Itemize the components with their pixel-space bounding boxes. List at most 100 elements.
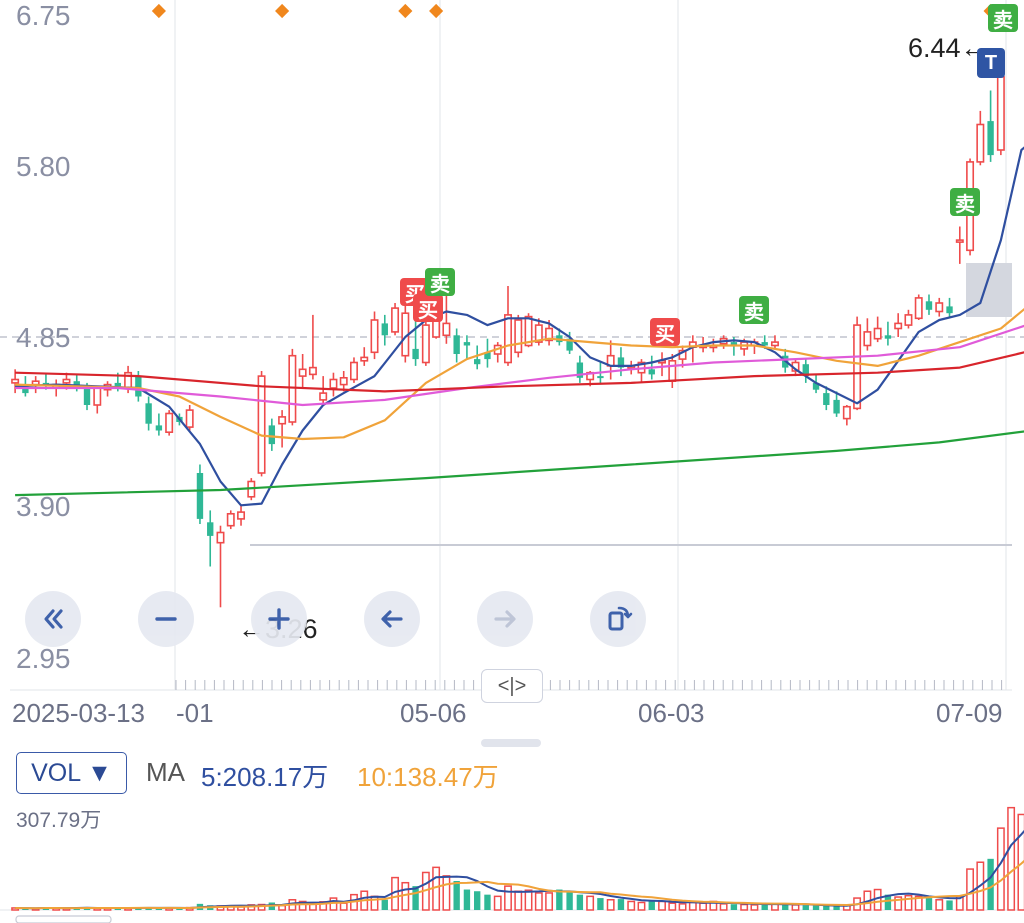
candle-body xyxy=(278,416,287,425)
double-chevron-left-icon xyxy=(44,609,63,629)
candle-body xyxy=(237,511,246,520)
candle-body xyxy=(463,342,471,346)
candle-body xyxy=(11,378,20,384)
volume-bar xyxy=(442,875,451,911)
candle-body xyxy=(863,331,872,347)
candle-body xyxy=(226,512,235,527)
volume-bar xyxy=(904,894,913,911)
high-price-annotation: 6.44← xyxy=(908,33,988,63)
candle-body xyxy=(339,376,348,386)
sell-signal-flag[interactable]: 卖 xyxy=(739,296,769,324)
volume-bar xyxy=(884,894,892,910)
volume-bar xyxy=(339,902,348,911)
volume-ma5-value: 5:208.17万 xyxy=(201,762,329,792)
candle-body xyxy=(288,354,297,423)
volume-bar xyxy=(740,903,749,911)
candle-body xyxy=(484,352,491,360)
candle-body xyxy=(474,359,481,365)
arrow-left-icon xyxy=(381,610,403,628)
candle-body xyxy=(576,362,584,378)
next-indicator-tab xyxy=(15,915,112,923)
candle-body xyxy=(308,366,317,376)
volume-bar xyxy=(648,900,655,910)
volume-bar xyxy=(914,895,923,911)
candle-body xyxy=(329,378,338,389)
volume-bar xyxy=(1017,813,1024,911)
buy-signal-flag[interactable]: 买 xyxy=(413,294,443,322)
rotate-screen-button[interactable] xyxy=(590,591,646,647)
candle-body xyxy=(987,121,994,156)
forward-button[interactable] xyxy=(477,591,533,647)
candle-body xyxy=(257,375,266,474)
candle-body xyxy=(504,314,512,364)
candle-body xyxy=(155,425,163,431)
t-marker-flag[interactable]: T xyxy=(977,48,1005,78)
volume-ma-line xyxy=(15,859,1024,910)
x-tick-label: 07-09 xyxy=(936,698,1003,728)
candle-body xyxy=(93,387,102,406)
volume-bar xyxy=(946,900,953,910)
plus-icon xyxy=(268,608,290,630)
volume-bar xyxy=(514,890,523,911)
y-tick-label: 6.75 xyxy=(16,0,71,31)
arrow-right-icon xyxy=(494,610,516,628)
volume-bar xyxy=(22,908,29,910)
volume-bar xyxy=(504,885,512,911)
scroll-handle[interactable]: <|> xyxy=(481,669,543,703)
sell-signal-flag[interactable]: 卖 xyxy=(425,268,455,296)
candle-body xyxy=(165,412,174,434)
volume-ma10-value: 10:138.47万 xyxy=(357,762,499,792)
volume-bar xyxy=(688,901,697,911)
candle-body xyxy=(442,322,451,337)
volume-bar xyxy=(453,881,460,910)
y-tick-label: 3.90 xyxy=(16,491,71,522)
candle-body xyxy=(935,302,944,313)
volume-bar xyxy=(597,898,604,910)
volume-bar xyxy=(668,902,677,911)
zoom-in-button[interactable] xyxy=(251,591,307,647)
candle-body xyxy=(114,382,121,387)
sell-signal-flag[interactable]: 卖 xyxy=(950,188,980,216)
y-tick-label: 5.80 xyxy=(16,151,71,182)
back-button[interactable] xyxy=(364,591,420,647)
candle-body xyxy=(955,239,964,243)
candle-body xyxy=(83,388,91,405)
buy-signal-flag[interactable]: 买 xyxy=(650,318,680,346)
candle-body xyxy=(823,393,830,405)
volume-bar xyxy=(812,905,820,910)
candle-body xyxy=(648,369,655,375)
y-tick-label: 4.85 xyxy=(16,322,71,353)
candle-body xyxy=(770,341,779,347)
candle-body xyxy=(566,338,573,351)
volume-bar xyxy=(463,889,471,910)
candle-body xyxy=(545,327,554,342)
volume-bar xyxy=(474,891,481,910)
sell-signal-flag[interactable]: 卖 xyxy=(988,4,1018,32)
candle-body xyxy=(842,405,851,420)
volume-bar xyxy=(996,827,1005,911)
volume-bar xyxy=(833,906,840,910)
moving-average-line xyxy=(15,307,1024,441)
volume-bar xyxy=(761,903,768,910)
volume-bar xyxy=(935,899,944,911)
volume-bar xyxy=(534,892,543,911)
rewind-button[interactable] xyxy=(25,591,81,647)
volume-bar xyxy=(1007,806,1016,911)
volume-bar xyxy=(987,858,994,910)
candle-body xyxy=(976,123,985,163)
indicator-selector[interactable]: VOL ▼ xyxy=(16,752,127,794)
candle-body xyxy=(268,425,276,445)
volume-bar xyxy=(257,903,266,911)
event-marker xyxy=(275,3,290,19)
moving-average-line xyxy=(15,146,1024,507)
candle-body xyxy=(135,376,142,397)
event-marker xyxy=(429,3,444,19)
candle-body xyxy=(216,531,225,544)
candle-body xyxy=(421,324,430,364)
zoom-out-button[interactable] xyxy=(138,591,194,647)
candle-body xyxy=(319,392,328,401)
volume-bar xyxy=(370,895,379,911)
x-tick-label: 06-03 xyxy=(638,698,705,728)
candle-body xyxy=(514,319,523,354)
panel-resize-handle[interactable] xyxy=(481,739,541,747)
